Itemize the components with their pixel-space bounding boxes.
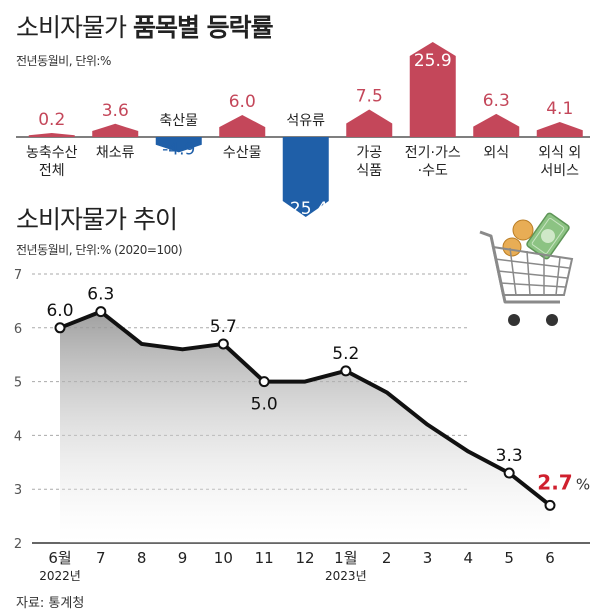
bar-group: 석유류 -25.4 (282, 113, 329, 219)
bar-value-label: 0.2 (38, 110, 65, 130)
y-tick-label: 3 (14, 483, 22, 498)
data-value-label: 6.3 (87, 285, 114, 305)
top-title-part1: 소비자물가 (16, 13, 127, 42)
data-value-label: 3.3 (496, 446, 523, 466)
y-tick-label: 2 (14, 537, 22, 552)
data-point-marker (544, 499, 556, 511)
bar-value-label: 4.1 (546, 99, 573, 119)
year-label: 2023년 (325, 569, 367, 583)
x-tick-label: 7 (96, 549, 106, 567)
data-value-unit: % (576, 475, 590, 493)
bar (346, 109, 393, 137)
data-point-marker (503, 467, 515, 479)
bar-category-label: 채소류 (96, 145, 135, 161)
bar-value-label: 3.6 (102, 101, 129, 121)
bottom-chart-unit: 전년동월비, 단위:% (2020=100) (16, 243, 183, 257)
x-tick-label: 9 (178, 549, 188, 567)
x-tick-label: 10 (214, 549, 233, 567)
shopping-cart-with-money-icon (479, 212, 574, 326)
y-tick-label: 5 (14, 376, 22, 391)
top-title-part2: 품목별 등락률 (132, 13, 274, 42)
bar-category-label: 석유류 (286, 113, 325, 129)
bar-group: 6.0 수산물 (219, 92, 266, 161)
top-chart-title: 소비자물가 품목별 등락률 (16, 8, 274, 44)
bar-value-label: 6.0 (229, 92, 256, 112)
y-tick-label: 7 (14, 268, 22, 283)
data-value-label: 5.0 (251, 395, 278, 415)
bar-value-label: 6.3 (483, 91, 510, 111)
bar-category-label: 가공 (356, 145, 382, 161)
cpi-line (59, 309, 552, 507)
bar-category-label: 전기·가스 (405, 145, 461, 161)
bar-category-label: 농축수산 (26, 145, 78, 161)
line-area-fill (60, 311, 550, 543)
bar (473, 113, 520, 137)
x-tick-label: 2 (382, 549, 392, 567)
bar-category-label: 수산물 (223, 145, 262, 161)
bottom-chart-title: 소비자물가 추이 (16, 205, 178, 234)
x-tick-label: 3 (423, 549, 433, 567)
bar (219, 114, 266, 137)
bar (536, 121, 583, 137)
x-tick-label: 6월 (48, 549, 71, 567)
bar (282, 137, 329, 217)
data-point-marker (54, 322, 66, 334)
data-value-label: 5.7 (210, 317, 237, 337)
y-tick-label: 6 (14, 322, 22, 337)
bar-group: 축산물 -4.9 (155, 113, 202, 159)
data-point-marker (217, 338, 229, 350)
bar-value-label: -4.9 (162, 139, 195, 159)
x-tick-label: 4 (464, 549, 474, 567)
data-point-marker (95, 306, 107, 318)
bar-group: 6.3 외식 (473, 91, 520, 161)
year-label: 2022년 (39, 569, 81, 583)
bar (409, 42, 456, 137)
x-tick-label: 8 (137, 549, 147, 567)
bar-value-label: 7.5 (356, 86, 383, 106)
bar-category-label: ·수도 (418, 163, 448, 179)
bar-category-label: 전체 (39, 163, 65, 179)
x-tick-label: 5 (504, 549, 514, 567)
bar (28, 133, 75, 137)
bar-value-label: 25.9 (414, 51, 452, 71)
bar (92, 123, 139, 137)
x-tick-label: 6 (545, 549, 555, 567)
x-tick-label: 11 (255, 549, 274, 567)
source-note: 자료: 통계청 (16, 596, 85, 611)
data-value-label: 5.2 (332, 344, 359, 364)
bar-value-label: -25.4 (284, 199, 328, 219)
bar-category-label: 외식 외 (538, 145, 581, 161)
data-point-marker (258, 376, 270, 388)
data-value-label-highlight: 2.7 (537, 470, 572, 494)
x-tick-label: 12 (295, 549, 314, 567)
bar-category-label: 외식 (483, 145, 509, 161)
top-chart-unit: 전년동월비, 단위:% (16, 54, 111, 68)
bar-group: 3.6 채소류 (92, 101, 139, 161)
x-tick-label: 1월 (334, 549, 357, 567)
y-tick-label: 4 (14, 429, 22, 444)
bar-category-label: 식품 (356, 163, 382, 179)
bar-group: 25.9 전기·가스 ·수도 (405, 42, 461, 179)
bar-category-label: 서비스 (540, 163, 579, 179)
data-point-marker (340, 365, 352, 377)
bar (155, 137, 202, 153)
bar-category-label: 축산물 (159, 113, 198, 129)
data-value-label: 6.0 (46, 301, 73, 321)
